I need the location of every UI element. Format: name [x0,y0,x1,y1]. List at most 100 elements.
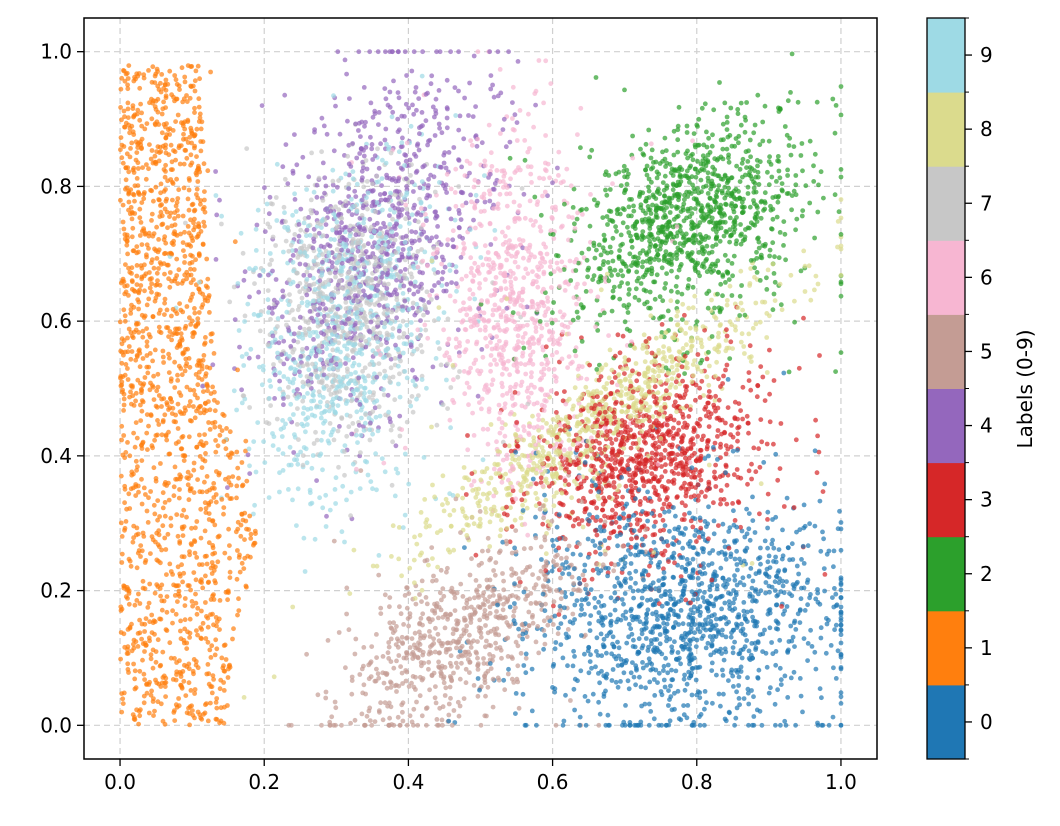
scatter-point [274,218,280,223]
scatter-point [610,181,615,187]
scatter-point [175,112,181,118]
scatter-point [533,102,538,108]
scatter-point [713,462,718,468]
scatter-point [795,99,801,105]
scatter-point [334,247,340,252]
scatter-point [203,600,208,605]
scatter-point [746,430,751,436]
scatter-point [742,644,748,649]
scatter-point [120,219,126,225]
scatter-point [157,197,162,203]
scatter-point [818,169,824,175]
scatter-point [142,649,147,654]
scatter-point [487,171,493,177]
scatter-point [234,495,239,501]
scatter-point [559,356,565,362]
scatter-point [462,349,468,355]
scatter-point [610,507,615,513]
scatter-point [589,147,595,153]
scatter-point [748,359,754,364]
scatter-point [160,354,166,360]
scatter-point [485,250,491,255]
scatter-point [433,700,439,706]
scatter-point [611,568,617,574]
scatter-point [188,233,194,239]
scatter-point [154,256,160,261]
scatter-point [182,405,188,411]
scatter-point [434,717,440,722]
scatter-point [766,690,772,696]
scatter-point [162,312,167,317]
scatter-point [512,170,518,175]
scatter-point [370,181,375,187]
scatter-point [426,183,431,188]
scatter-point [523,371,529,377]
scatter-point [479,140,485,146]
scatter-point [380,207,385,213]
scatter-point [536,58,542,63]
scatter-point [630,588,636,594]
scatter-point [315,334,321,339]
scatter-point [142,288,147,294]
scatter-point [313,353,319,359]
scatter-point [442,353,448,359]
scatter-point [769,584,775,590]
scatter-point [408,403,414,409]
scatter-point [452,190,458,195]
scatter-point [812,235,817,241]
scatter-point [542,403,547,409]
scatter-point [774,179,779,184]
scatter-point [343,665,348,671]
scatter-point [588,192,593,197]
scatter-point [593,75,599,80]
scatter-point [486,480,492,486]
scatter-point [466,113,471,118]
scatter-point [367,437,373,443]
scatter-point [437,49,443,55]
scatter-point [512,517,518,523]
scatter-point [608,457,614,462]
scatter-point [274,416,280,422]
scatter-point [145,605,151,610]
scatter-point [548,259,554,265]
scatter-point [838,627,844,633]
scatter-point [292,232,298,237]
scatter-point [469,142,475,148]
scatter-point [369,142,375,147]
scatter-point [471,273,477,279]
scatter-point [719,431,724,437]
scatter-point [330,406,336,411]
scatter-point [227,575,233,580]
scatter-point [436,615,441,621]
scatter-point [148,551,153,556]
scatter-point [221,688,227,693]
scatter-point [583,384,589,390]
scatter-point [353,370,358,375]
scatter-point [678,717,684,723]
scatter-point [523,670,529,676]
scatter-point [722,184,728,190]
scatter-point [406,591,412,596]
scatter-point [379,183,384,189]
scatter-point [118,86,124,92]
scatter-point [662,684,668,690]
scatter-point [288,401,294,407]
scatter-point [738,560,744,566]
scatter-point [419,587,425,593]
scatter-point [777,665,783,671]
scatter-point [342,472,347,478]
scatter-point [699,105,705,111]
scatter-point [125,440,130,445]
scatter-point [506,443,512,449]
scatter-point [556,625,561,631]
scatter-point [403,216,408,222]
scatter-point [129,216,135,222]
scatter-point [443,685,449,691]
scatter-point [163,240,169,246]
scatter-point [782,231,788,237]
scatter-point [478,634,484,640]
scatter-point [597,312,603,318]
scatter-point [767,247,773,253]
scatter-point [147,638,153,644]
scatter-point [573,353,579,359]
